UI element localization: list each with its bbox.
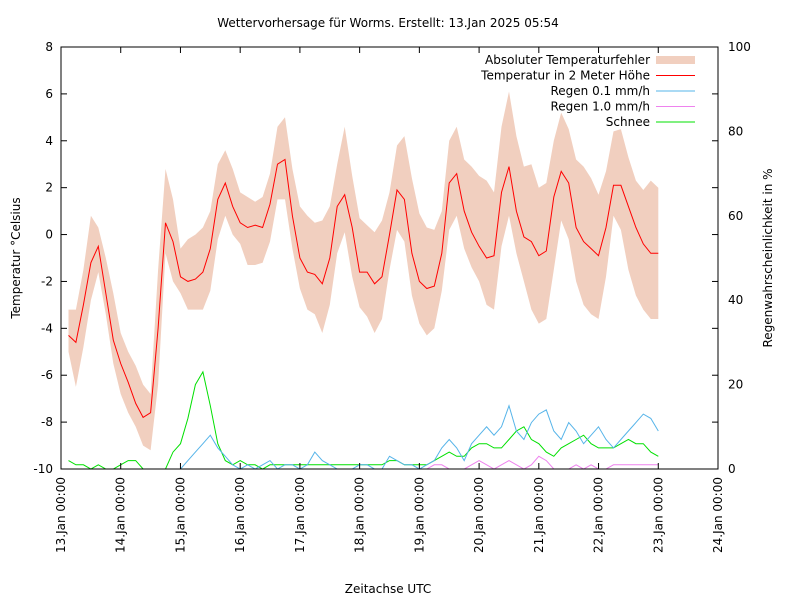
legend-label: Absoluter Temperaturfehler [485, 53, 650, 67]
y2-tick-label: 0 [728, 462, 736, 476]
y-tick-label: -2 [41, 274, 53, 288]
plot-area [68, 91, 659, 470]
y-tick-label: -4 [41, 321, 53, 335]
legend-label: Schnee [606, 115, 650, 129]
y-tick-label: -10 [33, 462, 53, 476]
legend-label: Temperatur in 2 Meter Höhe [480, 69, 650, 83]
x-tick-label: 21.Jan 00:00 [532, 477, 546, 553]
y-tick-label: -8 [41, 415, 53, 429]
x-tick-label: 23.Jan 00:00 [651, 477, 665, 553]
x-tick-label: 24.Jan 00:00 [711, 477, 725, 553]
x-tick-label: 19.Jan 00:00 [412, 477, 426, 553]
y2-axis-label: Regenwahrscheinlichkeit in % [761, 168, 775, 347]
y-tick-label: 4 [45, 134, 53, 148]
chart-title: Wettervorhersage für Worms. Erstellt: 13… [217, 16, 559, 30]
x-tick-label: 17.Jan 00:00 [293, 477, 307, 553]
legend-label: Regen 0.1 mm/h [550, 84, 650, 98]
x-tick-label: 16.Jan 00:00 [233, 477, 247, 553]
y2-tick-label: 40 [728, 293, 743, 307]
y-axis-right: 100 80 60 40 20 0 [728, 40, 751, 476]
x-tick-label: 13.Jan 00:00 [54, 477, 68, 553]
legend-label: Regen 1.0 mm/h [550, 100, 650, 114]
x-tick-label: 14.Jan 00:00 [114, 477, 128, 553]
legend: Absoluter Temperaturfehler Temperatur in … [480, 53, 695, 129]
y-axis-label: Temperatur °Celsius [9, 197, 23, 319]
y2-tick-label: 100 [728, 40, 751, 54]
x-axis-label: Zeitachse UTC [345, 582, 431, 596]
y-tick-label: 0 [45, 228, 53, 242]
temperature-series-line [68, 158, 659, 419]
rain-0-1-series-line [68, 404, 659, 470]
plot-frame [60, 46, 719, 470]
y-tick-label: 2 [45, 181, 53, 195]
x-axis: 13.Jan 00:00 14.Jan 00:00 15.Jan 00:00 16.J… [54, 47, 725, 553]
x-tick-label: 22.Jan 00:00 [592, 477, 606, 553]
y2-tick-label: 80 [728, 124, 743, 138]
y2-tick-label: 20 [728, 378, 743, 392]
rain-1-0-series-line [68, 455, 659, 470]
x-tick-label: 15.Jan 00:00 [173, 477, 187, 553]
x-tick-label: 18.Jan 00:00 [353, 477, 367, 553]
temperature-error-band [68, 91, 659, 451]
y2-tick-label: 60 [728, 209, 743, 223]
y-tick-label: -6 [41, 368, 53, 382]
legend-swatch-fill [656, 56, 695, 64]
y-tick-label: 6 [45, 87, 53, 101]
y-axis-left: 8 6 4 2 0 -2 -4 -6 -8 -10 [33, 40, 718, 476]
y-tick-label: 8 [45, 40, 53, 54]
x-tick-label: 20.Jan 00:00 [472, 477, 486, 553]
